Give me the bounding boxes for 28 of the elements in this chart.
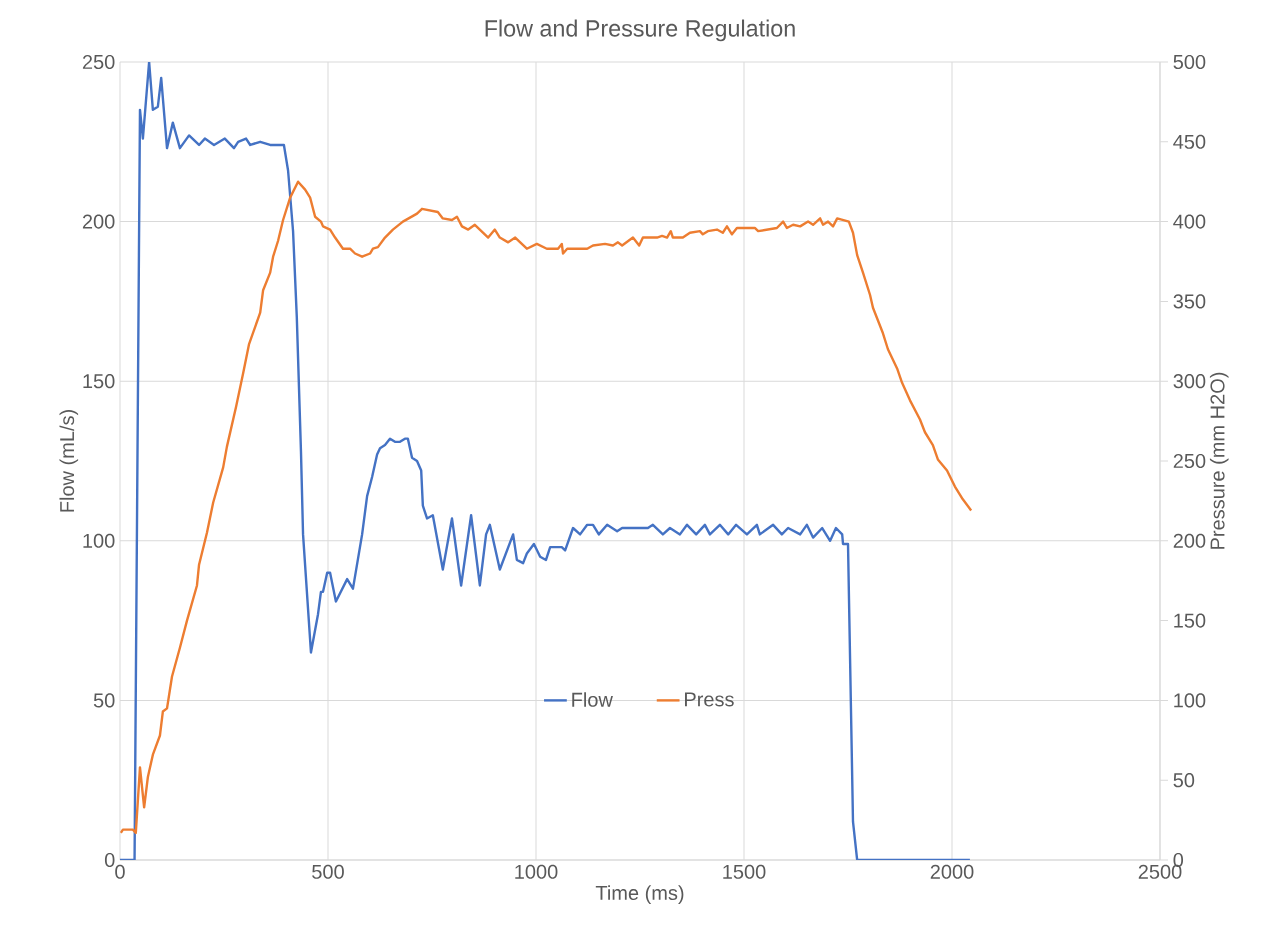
y-tick-label: 100: [83, 533, 115, 548]
line-series: [120, 61, 972, 860]
y2-axis-title: Pressure (mm H2O): [1209, 372, 1229, 549]
y2-tick-label: 300: [1173, 374, 1206, 389]
x-tick-label: 1500: [723, 864, 766, 879]
y2-tick-label: 400: [1173, 214, 1206, 229]
legend-label: Press: [685, 692, 734, 707]
x-tick-label: 500: [312, 864, 344, 879]
y-tick-label: 250: [82, 54, 115, 70]
x-tick-label: 1000: [515, 864, 558, 879]
y2-tick-label: 150: [1174, 613, 1206, 628]
y2-tick-label: 350: [1173, 294, 1206, 309]
y-tick-label: 0: [104, 852, 115, 868]
legend-label: Flow: [572, 692, 613, 707]
y-axis-title: Flow (mL/s): [59, 410, 79, 512]
y2-tick-label: 450: [1173, 134, 1206, 149]
y2-tick-label: 100: [1174, 693, 1206, 708]
chart-title: Flow and Pressure Regulation: [485, 19, 795, 42]
y2-tick-label: 250: [1173, 453, 1206, 469]
x-tick-label: 0: [115, 864, 125, 879]
y-tick-label: 50: [93, 693, 115, 708]
y2-tick-label: 200: [1173, 533, 1206, 548]
y2-tick-label: 50: [1173, 773, 1195, 788]
y2-tick-label: 500: [1173, 54, 1206, 70]
x-axis-title: Time (ms): [595, 885, 684, 904]
y-tick-label: 150: [83, 374, 115, 389]
x-tick-label: 2000: [930, 864, 974, 879]
y-tick-label: 200: [82, 214, 115, 229]
